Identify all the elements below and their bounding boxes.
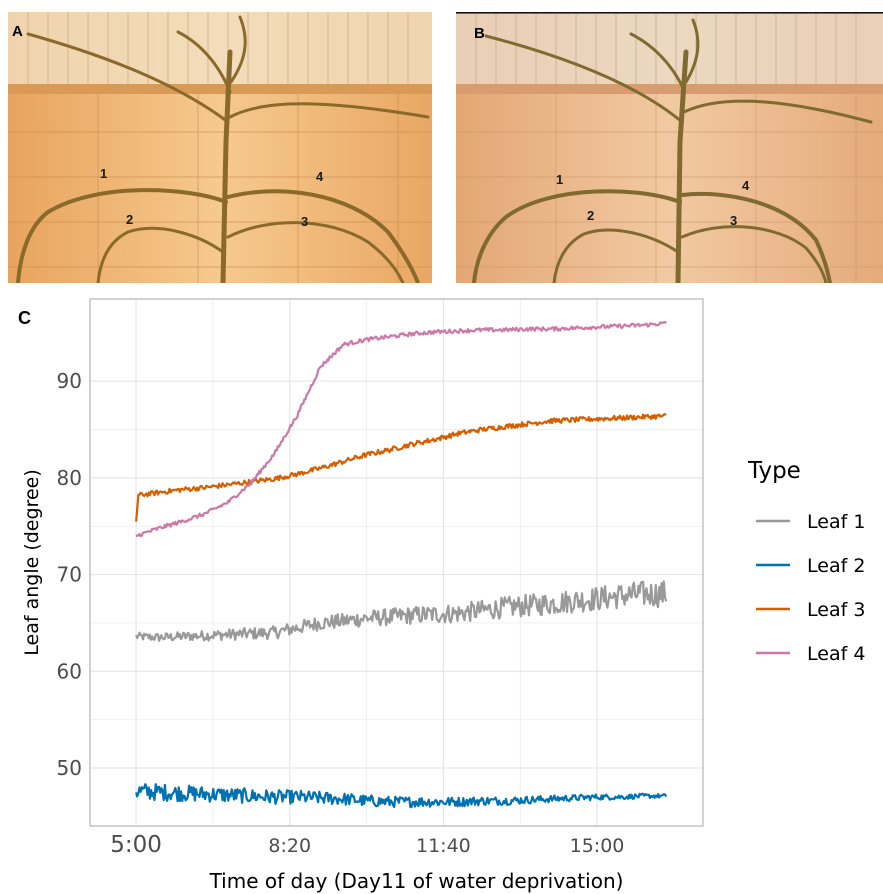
panel-label-b: B: [474, 25, 485, 42]
x-tick-label: 8:20: [268, 835, 311, 857]
panel-label-a: A: [12, 23, 23, 40]
leaf-marker-2: 2: [126, 212, 133, 227]
plant-photo-b: B 1 2 3 4: [456, 12, 883, 283]
x-tick-label: 5:00: [110, 832, 162, 858]
leaf-marker-3: 3: [730, 213, 737, 228]
legend-label: Leaf 3: [807, 599, 865, 621]
legend-label: Leaf 2: [807, 555, 865, 577]
legend-title: Type: [747, 458, 801, 484]
leaf-marker-4: 4: [742, 178, 750, 193]
series-line-3: [135, 413, 667, 522]
plot-border: [89, 298, 704, 827]
series-line-1: [135, 580, 668, 642]
y-axis: 50 60 70 80 90: [57, 369, 82, 780]
leaf-marker-3: 3: [301, 214, 308, 229]
series-line-4: [135, 320, 667, 538]
leaf-marker-2: 2: [587, 208, 594, 223]
leaf-marker-4: 4: [316, 169, 324, 184]
plant-photo-a: A 1 2 3 4: [8, 12, 432, 283]
series-lines: [135, 320, 668, 809]
y-tick-label: 80: [57, 466, 82, 490]
leaf-angle-chart: C 50 60 70 80 90 5:00 8:20 11:40 15:00 Leaf ang…: [18, 298, 865, 893]
y-tick-label: 60: [57, 659, 82, 683]
leaf-marker-1: 1: [556, 172, 563, 187]
photo-panel-b: B 1 2 3 4: [456, 12, 883, 283]
series-line-2: [135, 783, 668, 809]
grid: [90, 299, 703, 826]
leaf-marker-1: 1: [100, 166, 107, 181]
panel-label-c: C: [18, 308, 31, 328]
legend-label: Leaf 4: [807, 643, 865, 665]
x-axis-title: Time of day (Day11 of water deprivation): [209, 869, 624, 893]
legend: Type Leaf 1 Leaf 2 Leaf 3 Leaf 4: [747, 458, 865, 665]
x-tick-label: 11:40: [416, 835, 471, 857]
x-axis: 5:00 8:20 11:40 15:00: [110, 832, 624, 858]
y-axis-title: Leaf angle (degree): [21, 469, 43, 655]
y-tick-label: 50: [57, 756, 82, 780]
photo-panel-a: A 1 2 3 4: [8, 12, 432, 283]
x-tick-label: 15:00: [570, 835, 625, 857]
legend-label: Leaf 1: [807, 511, 865, 533]
y-tick-label: 70: [57, 563, 82, 587]
y-tick-label: 90: [57, 369, 82, 393]
